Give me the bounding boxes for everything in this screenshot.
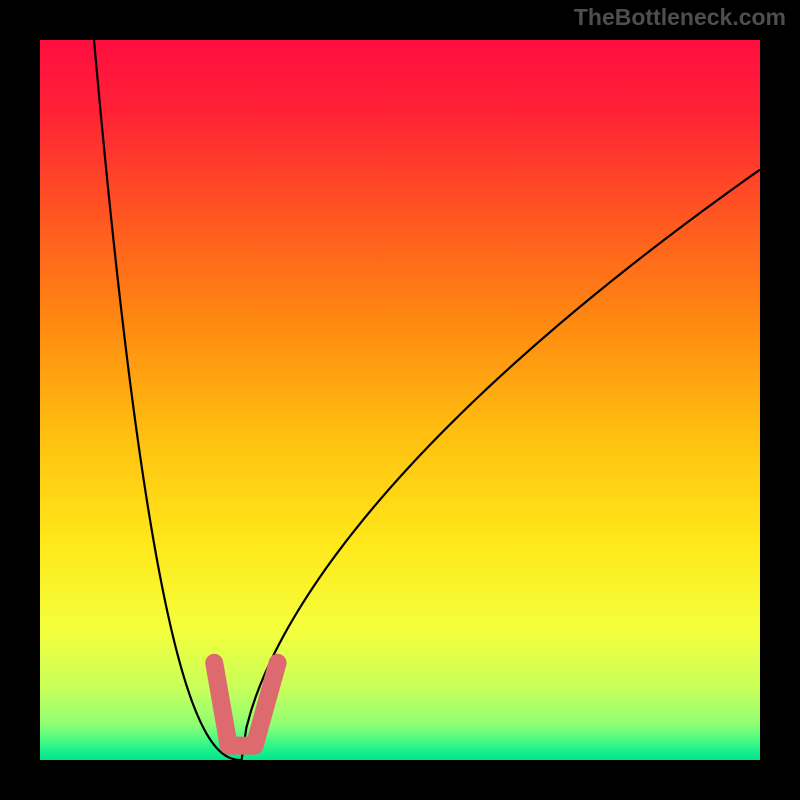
plot-background (40, 40, 760, 760)
bottleneck-chart (0, 0, 800, 800)
chart-canvas: TheBottleneck.com (0, 0, 800, 800)
